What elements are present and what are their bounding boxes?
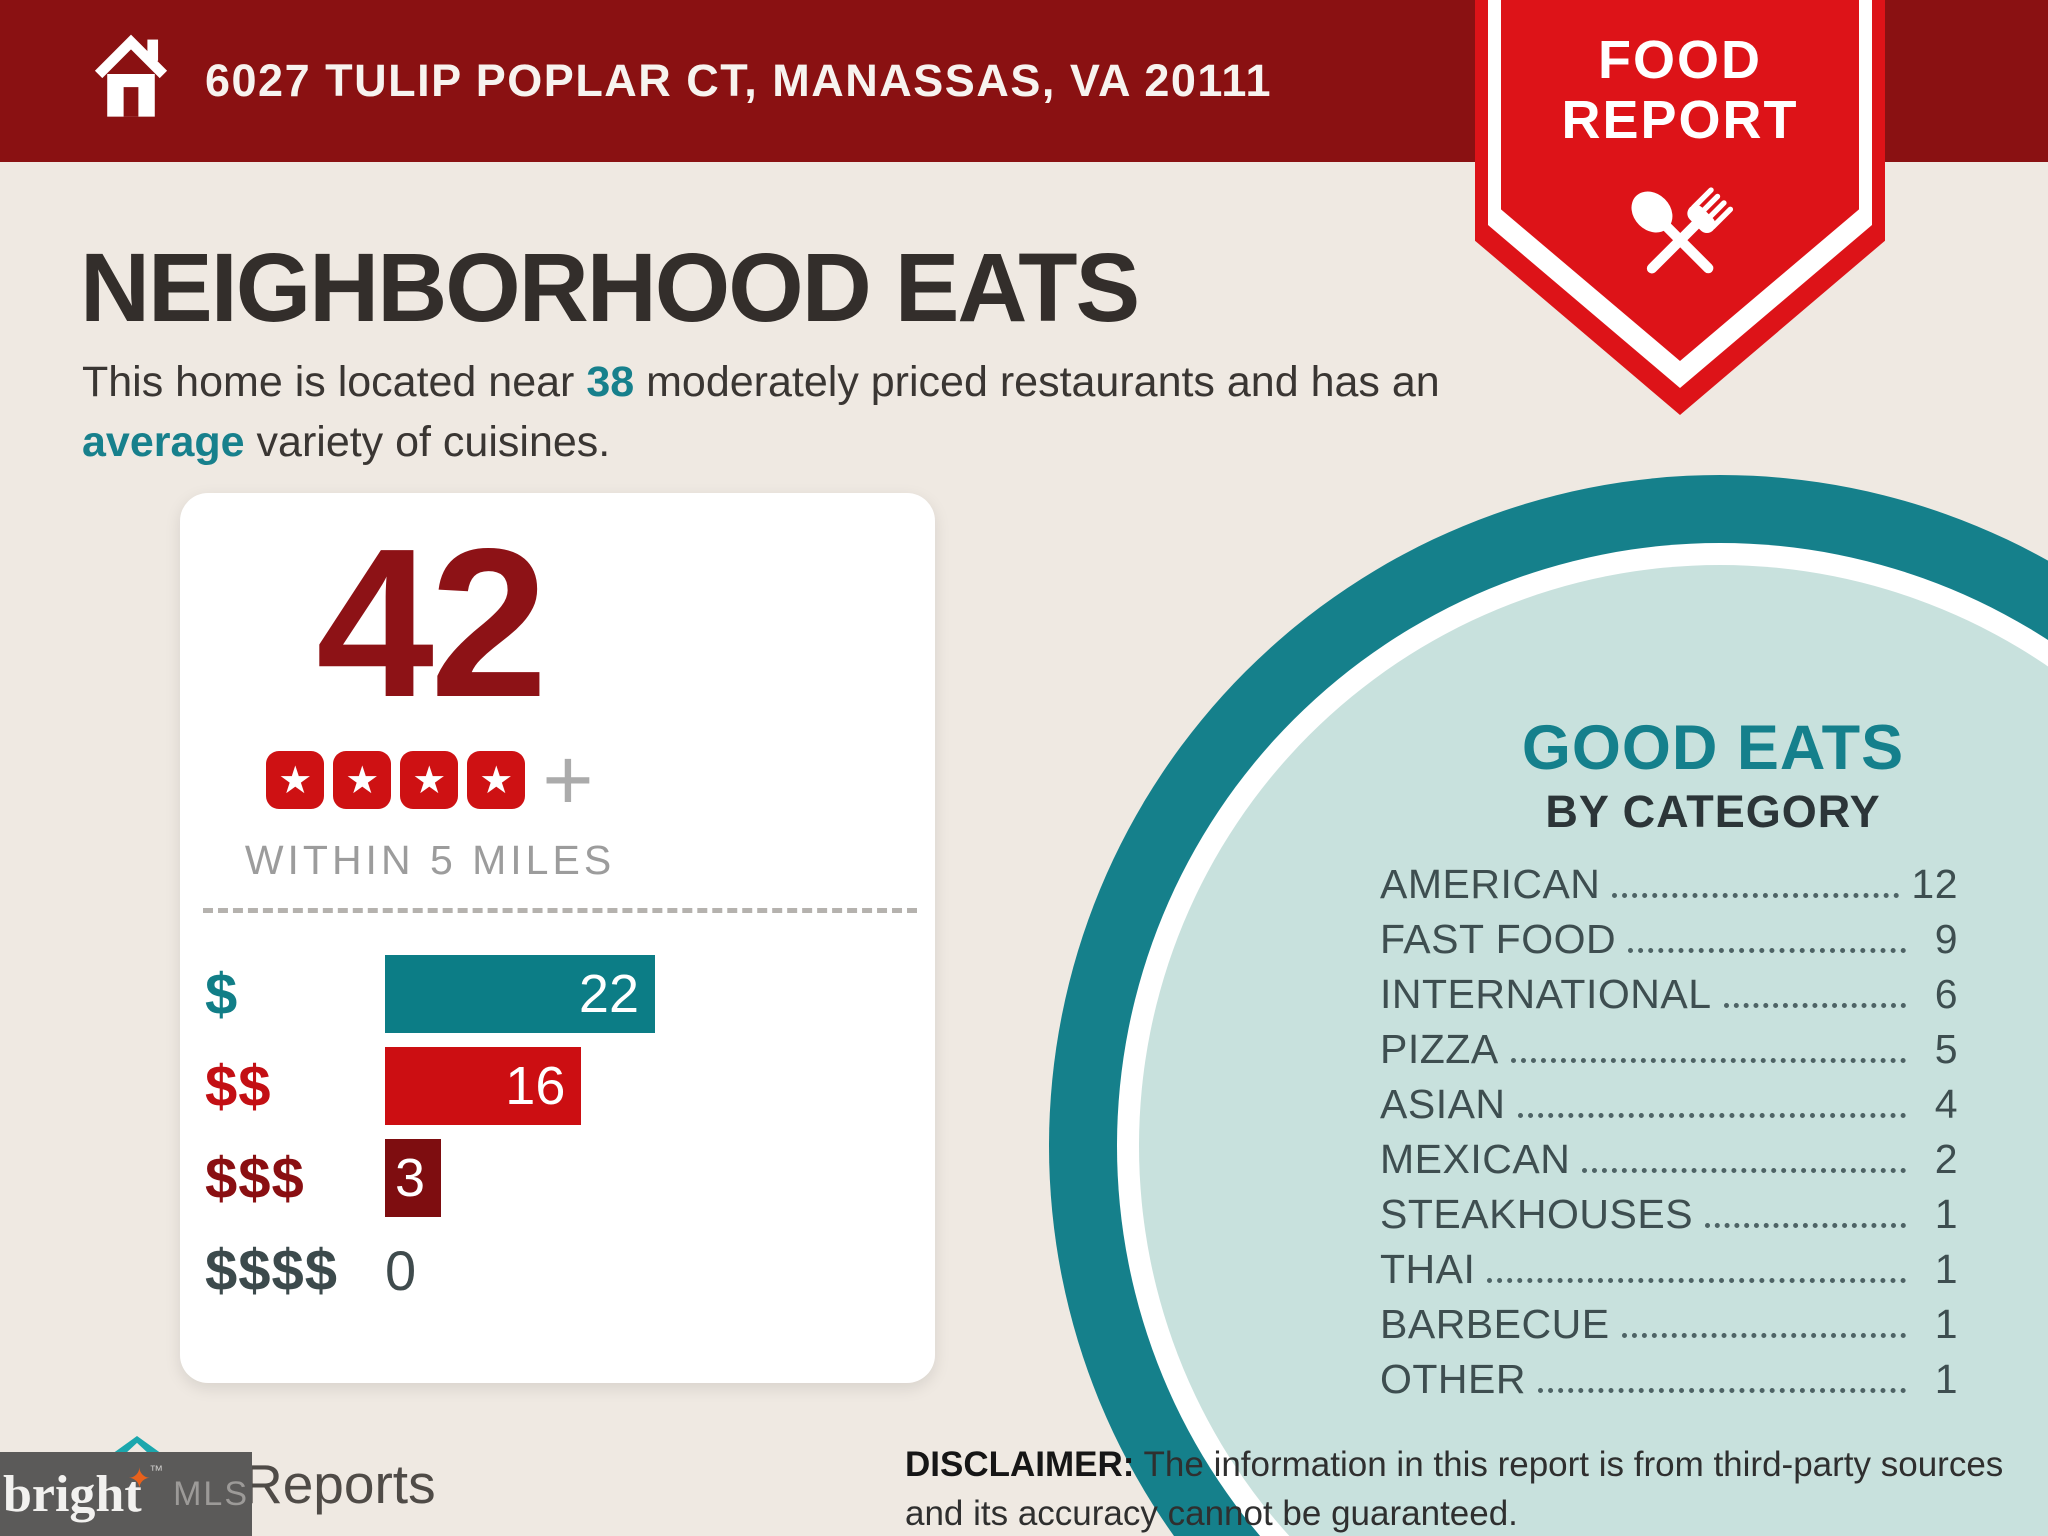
spoon-fork-icon: [1631, 187, 1734, 274]
intro-text-1: This home is located near: [82, 358, 575, 406]
ribbon-title: FOOD REPORT: [1475, 30, 1885, 150]
radius-label: WITHIN 5 MILES: [244, 837, 616, 883]
price-bar-value: 22: [578, 964, 639, 1024]
dashed-divider: [203, 908, 917, 913]
category-list: AMERICAN 12 FAST FOOD 9 INTERNATIONAL 6 …: [1380, 861, 1958, 1412]
star-icon: ★: [400, 751, 459, 809]
category-row: THAI 1: [1380, 1246, 1958, 1293]
category-label: PIZZA: [1380, 1026, 1499, 1072]
bright-wordmark: bright: [2, 1465, 142, 1523]
intro-text-2: moderately priced restaurants and has an: [646, 358, 1440, 406]
price-level-label: $: [205, 961, 239, 1027]
category-label: INTERNATIONAL: [1380, 971, 1712, 1017]
page-title: NEIGHBORHOOD EATS: [80, 233, 1140, 342]
card-top-block: 42 ★ ★ ★ ★ + WITHIN 5 MILES: [180, 493, 680, 884]
intro-paragraph: This home is located near 38 moderately …: [82, 352, 1452, 472]
category-row: FAST FOOD 9: [1380, 916, 1958, 963]
dotted-leader: [1487, 1278, 1906, 1283]
variety-highlight: average: [82, 418, 245, 466]
category-row: STEAKHOUSES 1: [1380, 1191, 1958, 1238]
summary-card: 42 ★ ★ ★ ★ + WITHIN 5 MILES $ 22 $$ 16: [180, 493, 935, 1383]
category-label: ASIAN: [1380, 1081, 1506, 1127]
category-label: AMERICAN: [1380, 861, 1601, 907]
total-restaurants: 42: [316, 504, 548, 741]
disclaimer-text: The information in this report is from t…: [905, 1445, 2004, 1533]
dotted-leader: [1517, 1113, 1906, 1118]
category-label: BARBECUE: [1380, 1301, 1610, 1347]
disclaimer-label: DISCLAIMER:: [905, 1445, 1135, 1484]
food-report-ribbon: FOOD REPORT: [1475, 0, 1885, 415]
category-value: 6: [1934, 971, 1958, 1017]
star-icon: ★: [333, 751, 392, 809]
price-bar-chart: $ 22 $$ 16 $$$ 3: [205, 955, 915, 1323]
restaurant-count: 38: [586, 358, 635, 406]
good-eats-title: GOOD EATS: [1521, 713, 1905, 783]
category-row: OTHER 1: [1380, 1356, 1958, 1403]
dotted-leader: [1538, 1388, 1906, 1393]
category-label: FAST FOOD: [1380, 916, 1617, 962]
good-eats-subtitle: BY CATEGORY: [1545, 786, 1881, 837]
price-bar-row: $$$ 3: [205, 1139, 915, 1217]
property-address: 6027 TULIP POPLAR CT, MANASSAS, VA 20111: [205, 55, 1273, 106]
mls-wordmark: MLS: [173, 1474, 250, 1513]
reports-logo-text: Reports: [243, 1453, 436, 1515]
category-row: AMERICAN 12: [1380, 861, 1958, 908]
dotted-leader: [1510, 1058, 1906, 1063]
dotted-leader: [1705, 1223, 1906, 1228]
bar-zone: 16: [385, 1047, 915, 1125]
price-bar-value: 16: [505, 1056, 566, 1116]
price-level-label: $$$: [205, 1145, 305, 1211]
category-value: 1: [1934, 1301, 1958, 1347]
category-value: 2: [1934, 1136, 1958, 1182]
star-icon: ★: [266, 751, 325, 809]
trademark-symbol: ™: [149, 1462, 164, 1478]
category-row: INTERNATIONAL 6: [1380, 971, 1958, 1018]
category-label: MEXICAN: [1380, 1136, 1571, 1182]
price-bar-row: $$$$ 0: [205, 1231, 915, 1309]
price-level-label: $$: [205, 1053, 272, 1119]
plus-sign: +: [542, 730, 594, 829]
intro-text-3: variety of cuisines.: [256, 418, 611, 466]
bar-zone: 0: [385, 1231, 915, 1309]
price-bar: 0: [385, 1231, 915, 1309]
category-value: 4: [1934, 1081, 1958, 1127]
ribbon-title-line2: REPORT: [1561, 90, 1799, 150]
dotted-leader: [1621, 1333, 1906, 1338]
dotted-leader: [1628, 948, 1906, 953]
category-row: BARBECUE 1: [1380, 1301, 1958, 1348]
category-row: PIZZA 5: [1380, 1026, 1958, 1073]
category-value: 1: [1934, 1246, 1958, 1292]
home-icon: [94, 34, 168, 117]
category-value: 1: [1934, 1191, 1958, 1237]
star-rating: ★ ★ ★ ★ +: [180, 730, 680, 829]
ribbon-title-line1: FOOD: [1598, 30, 1762, 90]
price-bar: 3: [385, 1139, 441, 1217]
category-value: 1: [1934, 1356, 1958, 1402]
dotted-leader: [1612, 893, 1900, 898]
category-label: OTHER: [1380, 1356, 1526, 1402]
price-level-label: $$$$: [205, 1237, 339, 1303]
star-icon: ★: [467, 751, 526, 809]
price-bar-value: 3: [394, 1148, 425, 1208]
category-row: ASIAN 4: [1380, 1081, 1958, 1128]
bright-mls-logo: bright ✦ ™ MLS: [0, 1452, 252, 1536]
bar-zone: 3: [385, 1139, 915, 1217]
category-value: 12: [1911, 861, 1958, 907]
price-bar-row: $ 22: [205, 955, 915, 1033]
price-bar: 16: [385, 1047, 582, 1125]
sparkle-icon: ✦: [127, 1462, 152, 1494]
price-bar-row: $$ 16: [205, 1047, 915, 1125]
category-row: MEXICAN 2: [1380, 1136, 1958, 1183]
price-bar: 22: [385, 955, 655, 1033]
disclaimer: DISCLAIMER: The information in this repo…: [905, 1440, 2030, 1536]
category-value: 5: [1934, 1026, 1958, 1072]
dotted-leader: [1723, 1003, 1906, 1008]
category-label: STEAKHOUSES: [1380, 1191, 1694, 1237]
bar-zone: 22: [385, 955, 915, 1033]
category-label: THAI: [1380, 1246, 1476, 1292]
dotted-leader: [1582, 1168, 1906, 1173]
price-bar-value: 0: [385, 1238, 417, 1302]
category-value: 9: [1934, 916, 1958, 962]
